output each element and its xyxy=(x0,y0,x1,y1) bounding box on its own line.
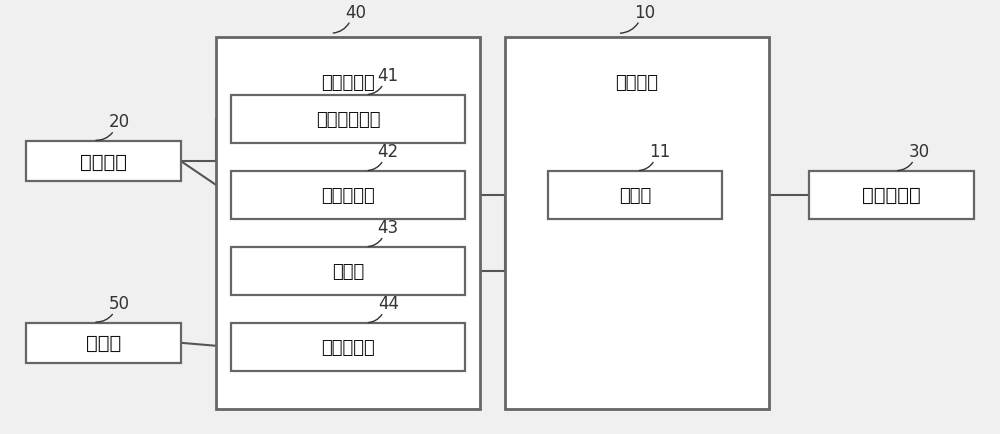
Text: 43: 43 xyxy=(378,219,399,237)
Text: 电源管理板: 电源管理板 xyxy=(321,338,375,356)
Text: 10: 10 xyxy=(634,3,655,22)
Text: 44: 44 xyxy=(378,295,399,312)
Text: 电路核心板: 电路核心板 xyxy=(321,187,375,204)
Text: 41: 41 xyxy=(378,67,399,85)
Bar xyxy=(216,38,480,409)
Bar xyxy=(26,141,181,182)
Text: 测试治具: 测试治具 xyxy=(616,74,659,92)
Text: 50: 50 xyxy=(109,295,130,312)
Text: 待测电路板: 待测电路板 xyxy=(321,74,375,92)
Bar xyxy=(809,171,974,220)
Bar xyxy=(231,323,465,372)
Text: 30: 30 xyxy=(908,143,929,161)
Text: 连接线: 连接线 xyxy=(619,187,651,204)
Text: 开门板: 开门板 xyxy=(332,263,364,280)
Text: 40: 40 xyxy=(345,3,366,22)
Text: 测试工装板: 测试工装板 xyxy=(862,186,921,205)
Text: 无线通信模块: 无线通信模块 xyxy=(316,111,380,128)
Bar xyxy=(505,38,769,409)
Bar xyxy=(231,171,465,220)
Text: 测试终端: 测试终端 xyxy=(80,152,127,171)
Text: 电池包: 电池包 xyxy=(86,334,121,352)
Bar xyxy=(26,323,181,363)
Text: 20: 20 xyxy=(108,113,130,131)
Bar xyxy=(231,95,465,144)
Text: 11: 11 xyxy=(649,143,670,161)
Text: 42: 42 xyxy=(378,143,399,161)
Bar xyxy=(548,171,722,220)
Bar xyxy=(231,247,465,296)
